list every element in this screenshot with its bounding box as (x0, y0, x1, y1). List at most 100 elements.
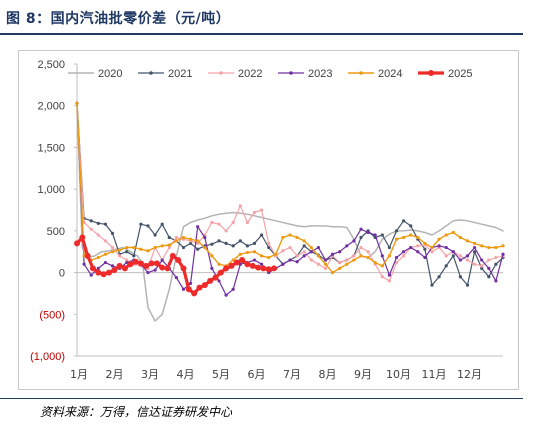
point-2024 (331, 270, 335, 275)
legend-label-2025: 2025 (448, 68, 472, 80)
point-2023 (373, 233, 377, 237)
point-2025 (185, 286, 192, 293)
point-2024 (316, 254, 320, 258)
point-2024 (75, 101, 79, 105)
point-2024 (110, 250, 115, 254)
y-tick-label: 1,000 (37, 184, 65, 196)
point-2024 (167, 243, 171, 247)
point-2023 (352, 239, 356, 243)
point-2024 (465, 239, 470, 243)
point-2024 (338, 266, 342, 270)
point-2023 (153, 268, 157, 272)
point-2021 (494, 262, 498, 266)
point-2025 (233, 259, 240, 266)
y-tick-label: 2,500 (37, 59, 65, 71)
point-2023 (480, 258, 484, 262)
point-2022 (281, 249, 285, 253)
point-2023 (345, 244, 349, 248)
point-2024 (501, 244, 505, 248)
point-2023 (309, 250, 313, 254)
point-2024 (402, 235, 406, 240)
point-2022 (487, 258, 491, 262)
point-2024 (103, 252, 107, 256)
point-2024 (245, 250, 249, 255)
point-2021 (160, 222, 164, 226)
point-2024 (210, 254, 214, 258)
point-2025 (191, 290, 198, 297)
point-2022 (217, 222, 221, 226)
point-2023 (416, 250, 420, 254)
point-2021 (487, 275, 491, 279)
point-2024 (281, 235, 285, 240)
point-2023 (465, 254, 470, 258)
point-2023 (288, 258, 292, 262)
point-2024 (487, 245, 491, 250)
point-2022 (252, 210, 257, 215)
point-2024 (174, 239, 178, 243)
point-2021 (480, 266, 484, 270)
point-2023 (260, 262, 264, 266)
point-2022 (465, 258, 470, 262)
point-2022 (260, 208, 264, 212)
point-2024 (409, 233, 413, 237)
point-2025 (239, 257, 246, 264)
point-2021 (430, 283, 434, 287)
point-2024 (139, 247, 143, 251)
point-2025 (207, 277, 214, 284)
point-2022 (125, 258, 129, 262)
point-2021 (394, 229, 399, 233)
point-2024 (423, 241, 427, 245)
point-2022 (302, 250, 306, 254)
point-2024 (394, 237, 399, 241)
legend-label-2020: 2020 (98, 68, 122, 80)
point-2025 (153, 260, 160, 267)
point-2025 (217, 269, 224, 276)
point-2023 (160, 258, 164, 262)
series-line-2022 (76, 102, 504, 282)
point-2025 (159, 264, 166, 271)
point-2024 (309, 245, 313, 250)
point-2024 (96, 255, 100, 260)
point-2024 (217, 262, 221, 266)
x-tick-label: 11月 (422, 368, 447, 381)
point-2024 (118, 248, 122, 252)
point-2023 (380, 254, 384, 258)
point-2021 (167, 235, 171, 240)
point-2024 (373, 260, 377, 265)
figure-title: 图 8：国内汽油批零价差（元/吨） (6, 11, 231, 27)
point-2023 (494, 279, 498, 283)
point-2023 (146, 270, 150, 275)
point-2021 (245, 244, 249, 248)
point-2024 (302, 239, 306, 243)
point-2023 (210, 266, 214, 270)
point-2025 (180, 265, 187, 272)
point-2025 (95, 269, 102, 276)
point-2021 (473, 250, 477, 254)
x-tick-label: 7月 (283, 368, 301, 381)
point-2025 (271, 265, 278, 272)
point-2021 (146, 224, 150, 228)
legend-label-2024: 2024 (378, 68, 402, 80)
x-tick-label: 12月 (457, 368, 482, 381)
point-2021 (217, 239, 221, 243)
point-2023 (316, 245, 320, 250)
x-tick-label: 8月 (319, 368, 337, 381)
point-2024 (473, 241, 477, 245)
point-2021 (444, 264, 448, 268)
point-2022 (295, 254, 299, 258)
point-2024 (345, 262, 349, 266)
point-2023 (189, 281, 193, 286)
point-2023 (338, 250, 342, 254)
x-tick-label: 6月 (248, 368, 266, 381)
point-2023 (409, 245, 413, 250)
point-2024 (153, 245, 157, 250)
point-2022 (323, 266, 328, 270)
point-2023 (217, 279, 221, 283)
point-2022 (167, 245, 171, 250)
point-2023 (89, 273, 93, 277)
legend-label-2022: 2022 (238, 68, 262, 80)
point-2021 (302, 244, 306, 248)
point-2021 (252, 241, 257, 245)
y-tick-label: 1,500 (37, 142, 65, 154)
point-2022 (82, 220, 86, 225)
